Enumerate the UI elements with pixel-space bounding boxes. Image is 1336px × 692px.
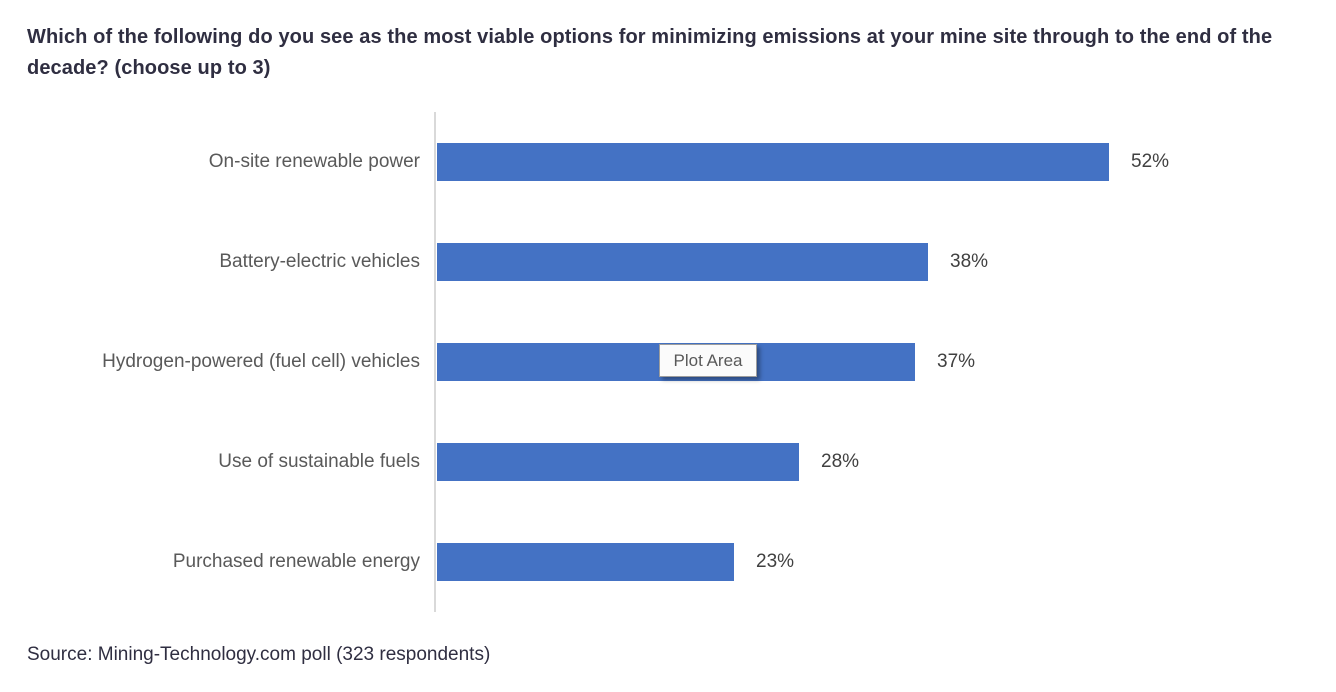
bar-row: Battery-electric vehicles 38% [0, 212, 1336, 312]
value-label: 23% [756, 551, 795, 572]
bar-row: Purchased renewable energy 23% [0, 512, 1336, 612]
category-label: Use of sustainable fuels [218, 451, 420, 472]
bar[interactable] [437, 443, 799, 481]
chart-title: Which of the following do you see as the… [27, 26, 1273, 79]
value-label: 52% [1131, 151, 1170, 172]
category-label: Hydrogen-powered (fuel cell) vehicles [102, 351, 420, 372]
bar-row: Use of sustainable fuels 28% [0, 412, 1336, 512]
bar[interactable] [437, 543, 734, 581]
bar-row: On-site renewable power 52% [0, 112, 1336, 212]
category-label: On-site renewable power [208, 151, 420, 172]
category-axis-line [434, 112, 436, 612]
source-note: Source: Mining-Technology.com poll (323 … [27, 644, 491, 665]
value-label: 38% [950, 251, 989, 272]
value-label: 28% [821, 451, 860, 472]
value-label: 37% [937, 351, 976, 372]
plot-area-tooltip: Plot Area [659, 344, 757, 377]
plot-area[interactable]: On-site renewable power 52% Battery-elec… [0, 112, 1336, 612]
bar[interactable] [437, 243, 928, 281]
category-label: Battery-electric vehicles [219, 251, 420, 272]
category-label: Purchased renewable energy [172, 551, 420, 572]
bar[interactable] [437, 143, 1109, 181]
